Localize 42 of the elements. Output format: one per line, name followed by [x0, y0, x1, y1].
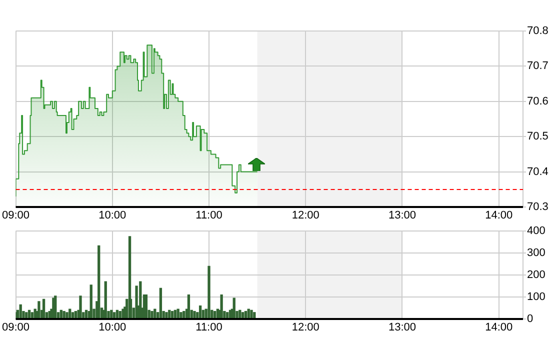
x-tick-label: 10:00 [98, 210, 126, 222]
x-tick-label: 11:00 [196, 210, 222, 222]
y-tick-label: 400 [527, 225, 546, 238]
bar [250, 310, 253, 319]
x-tick-label: 13:00 [388, 210, 416, 222]
x-tick-label: 10:00 [98, 322, 126, 334]
bar [90, 284, 92, 319]
y-tick-label: 200 [527, 269, 546, 282]
bar [104, 281, 107, 319]
y-tick-label: 70.7 [527, 60, 548, 72]
x-tick-label: 12:00 [292, 210, 320, 222]
x-tick-label: 14:00 [485, 210, 513, 222]
bar [38, 301, 40, 319]
bar [187, 294, 190, 319]
bar [150, 310, 154, 319]
bar [165, 312, 168, 319]
bar [159, 288, 162, 319]
bar [79, 296, 82, 319]
bar [62, 310, 66, 319]
bar [193, 310, 196, 319]
bar [66, 312, 68, 319]
y-tick-label: 0 [527, 313, 534, 326]
x-tick-label: 12:00 [292, 322, 320, 334]
x-tick-label: 13:00 [388, 322, 416, 334]
bar [220, 294, 223, 319]
y-tick-label: 100 [527, 291, 546, 304]
x-tick-label: 09:00 [2, 322, 30, 334]
y-tick-label: 70.8 [527, 25, 548, 38]
bar [135, 286, 138, 319]
y-tick-label: 70.6 [527, 95, 548, 108]
x-tick-label: 14:00 [485, 322, 513, 334]
bar [180, 312, 182, 319]
bar [42, 298, 46, 319]
y-tick-label: 70.4 [527, 166, 548, 178]
bar [208, 266, 210, 319]
y-tick-label: 300 [527, 247, 546, 260]
x-tick-label: 09:00 [2, 210, 30, 222]
y-tick-label: 70.3 [527, 201, 548, 214]
bar [176, 308, 180, 319]
y-tick-label: 70.5 [527, 130, 548, 143]
bar [98, 245, 100, 319]
x-tick-label: 11:00 [196, 322, 222, 334]
